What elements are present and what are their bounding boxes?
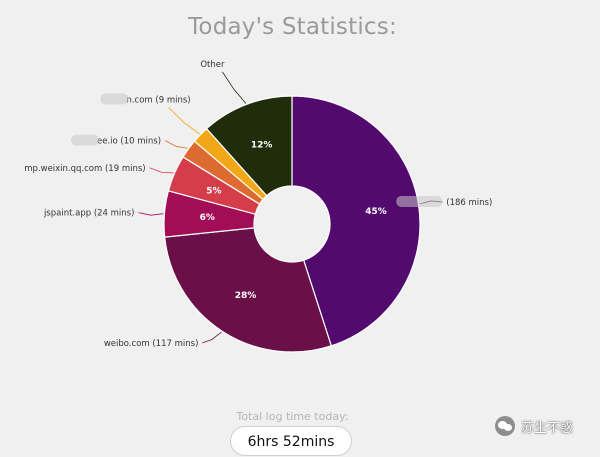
leader-line-2	[138, 212, 164, 216]
donut-chart: 45% (186 mins) 28% weibo.com (117 mins) 6% js…	[24, 60, 492, 353]
chart-title: Today's Statistics:	[188, 14, 397, 40]
slice-1	[164, 227, 333, 353]
redacted-blur-5	[100, 93, 129, 105]
total-log-label: Total log time today:	[236, 410, 349, 423]
leader-line-3	[149, 167, 174, 174]
watermark-text: 苏生不惑	[521, 420, 574, 436]
slice-label-1: weibo.com (117 mins)	[104, 339, 199, 349]
leader-line-5	[168, 107, 200, 135]
slice-label-2: jspaint.app (24 mins)	[43, 209, 135, 219]
slice-6	[205, 95, 293, 197]
slice-label-4: ee.io (10 mins)	[97, 137, 161, 147]
slice-label-3: mp.weixin.qq.com (19 mins)	[24, 164, 145, 174]
slice-percent-6: 12%	[251, 141, 273, 151]
slice-label-0: (186 mins)	[446, 198, 492, 208]
slice-label-6: Other	[200, 60, 225, 70]
slice-percent-0: 45%	[365, 207, 387, 217]
slice-percent-2: 6%	[200, 213, 215, 223]
slice-percent-3: 5%	[206, 186, 221, 196]
slice-percent-1: 28%	[235, 291, 257, 301]
slice-label-5: n.com (9 mins)	[126, 95, 190, 105]
redacted-blur-4	[71, 134, 100, 146]
total-log-value: 6hrs 52mins	[230, 426, 352, 456]
redacted-blur-0	[396, 195, 443, 207]
leader-line-4	[164, 140, 188, 149]
slice-0	[291, 95, 421, 347]
watermark: 苏生不惑	[495, 416, 573, 436]
wechat-icon	[495, 416, 515, 436]
leader-line-6	[222, 71, 247, 104]
leader-line-1	[202, 331, 222, 344]
